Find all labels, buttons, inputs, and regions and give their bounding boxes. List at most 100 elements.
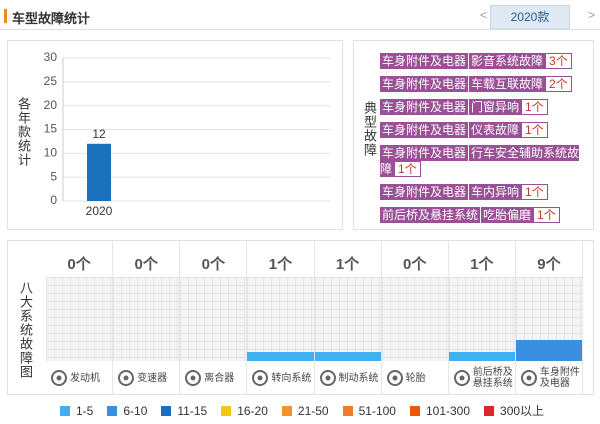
icon-shape — [526, 375, 532, 381]
system-icon — [453, 370, 470, 386]
legend-swatch — [342, 405, 353, 416]
fault-count: 3个 — [545, 53, 572, 69]
fault-count: 1个 — [521, 184, 548, 200]
y-tick-label: 5 — [50, 169, 57, 183]
year-tab[interactable]: 2020款 — [490, 5, 570, 29]
icon-shape — [319, 370, 336, 386]
fault-count: 1个 — [533, 207, 560, 223]
fault-count: 2个 — [545, 76, 572, 92]
fault-item[interactable]: 车身附件及电器 车载互联故障 2个 — [380, 76, 585, 92]
count-label: 0个 — [134, 256, 158, 273]
fault-name: 仪表故障 — [468, 122, 522, 138]
system-column: 0个 发动机 — [46, 241, 114, 394]
y-tick-label: 30 — [44, 50, 58, 64]
icon-shape — [520, 370, 537, 386]
system-icon — [252, 370, 269, 386]
system-column: 0个离合器 — [180, 241, 248, 394]
system-bar — [247, 351, 314, 361]
legend: 1-5 6-10 11-15 16-20 21-50 51-100 101-300 300以上 — [60, 402, 558, 419]
system-bar — [448, 351, 515, 361]
legend-swatch — [107, 405, 118, 416]
fault-item[interactable]: 前后桥及悬挂系统 吃胎偏磨 1个 — [380, 207, 585, 223]
system-name: 变速器 — [137, 372, 168, 384]
legend-item: 21-50 — [281, 402, 329, 419]
header-accent — [4, 9, 7, 23]
faults-list: 车身附件及电器 影音系统故障 3个 车身附件及电器 车载互联故障 2个 车身附件及电器 门窗异… — [380, 53, 585, 230]
count-label: 1个 — [470, 256, 494, 273]
icon-shape — [123, 375, 129, 381]
system-column: 1个前后桥及悬挂系统 — [448, 241, 516, 394]
legend-swatch — [409, 405, 420, 416]
tab-prev[interactable]: < — [480, 8, 488, 22]
system-title: 八大系统故障图 — [18, 281, 33, 379]
fault-item[interactable]: 车身附件及电器 门窗异响 1个 — [380, 99, 585, 115]
tab-next[interactable]: > — [588, 8, 596, 22]
legend-label: 6-10 — [123, 403, 148, 418]
faults-title: 典型故障 — [362, 101, 377, 157]
grid-area — [448, 277, 515, 361]
system-bar — [314, 351, 381, 361]
fault-category: 前后桥及悬挂系统 — [380, 207, 481, 223]
icon-shape — [56, 375, 62, 381]
icon-shape — [392, 375, 398, 381]
fault-category: 车身附件及电器 — [380, 76, 469, 92]
count-label: 1个 — [268, 256, 293, 273]
system-name: 制动系统 — [338, 372, 379, 384]
value-label: 12 — [92, 127, 106, 141]
system-icon — [118, 370, 135, 386]
grid-area — [247, 277, 314, 361]
legend-swatch — [161, 405, 172, 416]
grid-area — [46, 277, 113, 361]
fault-name: 车载互联故障 — [468, 76, 546, 92]
system-name: 车身附件及电器 — [539, 367, 580, 389]
header-title: 车型故障统计 — [12, 11, 91, 26]
legend-label: 300以上 — [500, 404, 545, 418]
count-label: 9个 — [537, 256, 561, 273]
fault-item[interactable]: 车身附件及电器 影音系统故障 3个 — [380, 53, 585, 69]
fault-count: 1个 — [394, 161, 421, 177]
system-icon — [520, 370, 537, 386]
y-tick-label: 0 — [50, 193, 57, 207]
legend-item: 300以上 — [484, 402, 544, 419]
faults-panel: 典型故障 车身附件及电器 影音系统故障 3个 车身附件及电器 车载互联故障 2个 车身附件及… — [353, 40, 594, 230]
count-label: 0个 — [403, 256, 427, 273]
header-rule — [0, 29, 600, 30]
year-chart: 0 5 10 15 20 25 30 12 2020 — [44, 50, 331, 218]
legend-swatch — [60, 405, 70, 416]
system-name: 轮胎 — [405, 372, 426, 384]
fault-name: 吃胎偏磨 — [480, 207, 534, 223]
system-bar — [515, 339, 582, 361]
fault-name: 车内异响 — [468, 184, 522, 200]
system-column: 1个 制动系统 — [314, 241, 382, 394]
legend-label: 21-50 — [297, 403, 329, 418]
fault-category: 车身附件及电器 — [380, 122, 469, 138]
system-name: 离合器 — [204, 372, 235, 384]
legend-label: 1-5 — [76, 403, 94, 418]
system-column: 9个车身附件及电器 — [515, 241, 583, 394]
fault-item[interactable]: 车身附件及电器 车内异响 1个 — [380, 184, 585, 200]
fault-count: 1个 — [521, 122, 548, 138]
icon-shape — [185, 370, 202, 386]
fault-name: 门窗异响 — [468, 99, 522, 115]
bar — [87, 143, 111, 201]
legend-swatch — [281, 405, 292, 416]
icon-shape — [459, 375, 465, 381]
legend-swatch — [221, 405, 232, 416]
grid-area — [515, 277, 582, 361]
system-icon — [185, 370, 202, 386]
legend-item: 101-300 — [409, 402, 470, 419]
fault-item[interactable]: 车身附件及电器 仪表故障 1个 — [380, 122, 585, 138]
grid-area — [314, 277, 381, 361]
y-tick-label: 20 — [44, 98, 58, 112]
count-label: 0个 — [201, 256, 225, 273]
fault-item[interactable]: 车身附件及电器 行车安全辅助系统故障 1个 — [380, 145, 585, 177]
legend-item: 51-100 — [342, 402, 396, 419]
system-name: 转向系统 — [271, 372, 312, 384]
fault-category: 车身附件及电器 — [380, 99, 469, 115]
legend-swatch — [484, 405, 495, 416]
x-tick-label: 2020 — [86, 204, 113, 218]
fault-count: 1个 — [521, 99, 548, 115]
system-name: 前后桥及悬挂系统 — [472, 367, 513, 389]
system-column: 1个转向系统 — [247, 241, 315, 394]
